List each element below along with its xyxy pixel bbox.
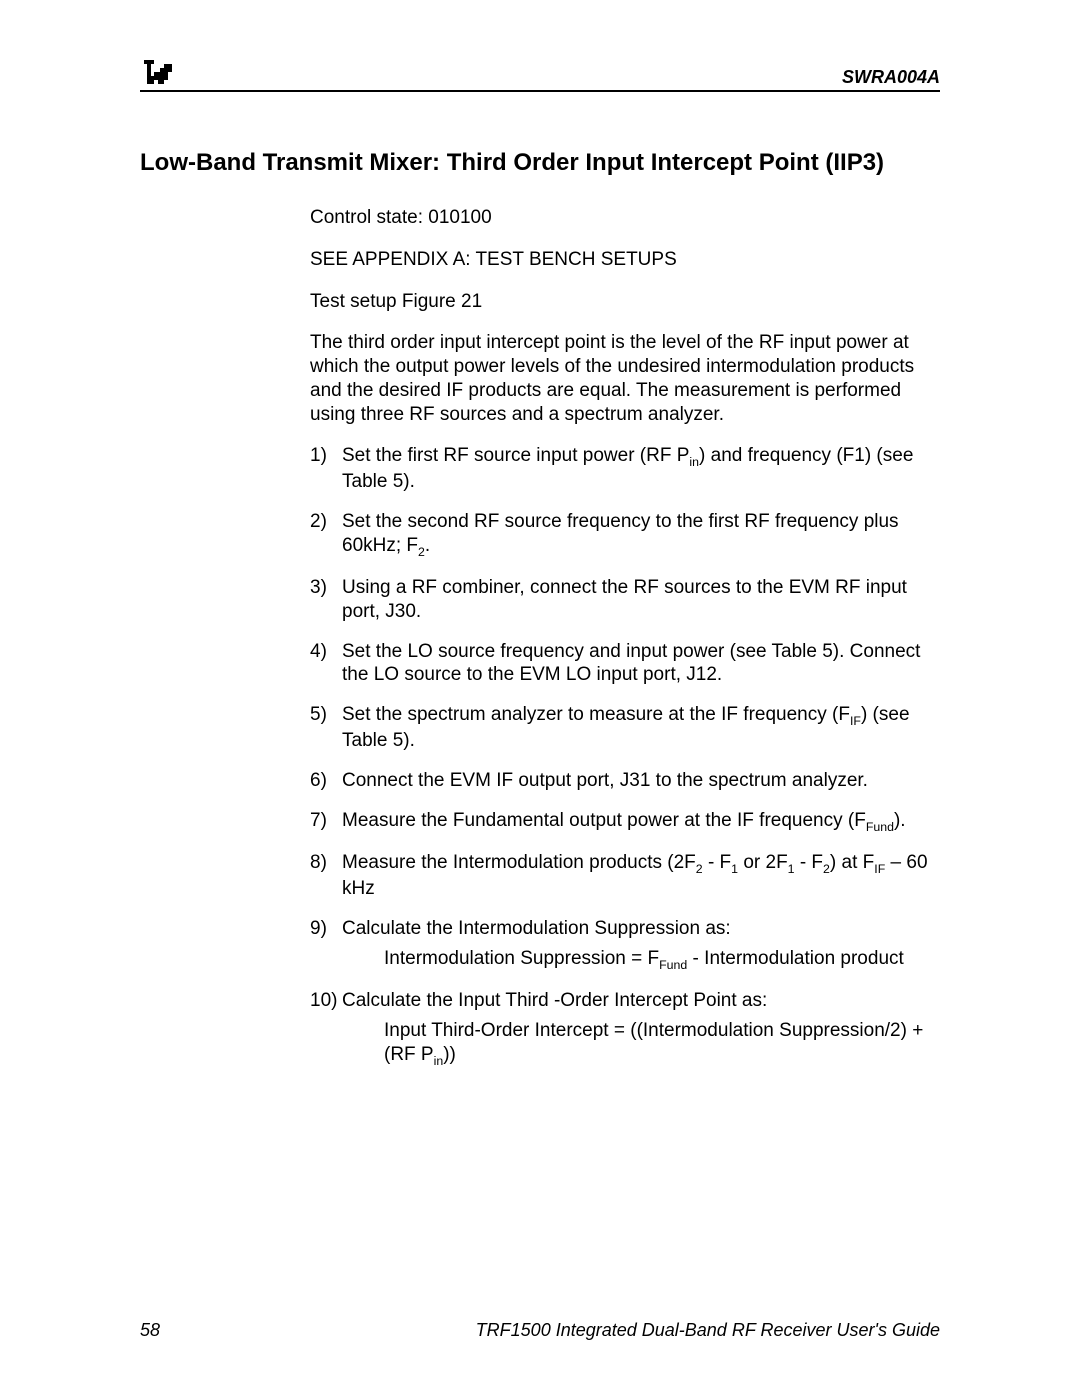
list-item: 4) Set the LO source frequency and input… (310, 640, 940, 688)
subscript: 2 (823, 862, 830, 876)
subscript: IF (874, 862, 885, 876)
text-run: Measure the Intermodulation products (2F (342, 852, 696, 873)
subscript: Fund (659, 958, 687, 972)
subscript: 1 (788, 862, 795, 876)
step-number: 8) (310, 851, 342, 901)
subscript: in (434, 1053, 444, 1067)
list-item: 1) Set the first RF source input power (… (310, 444, 940, 494)
text-run: . (425, 535, 430, 556)
text-run: Calculate the Input Third -Order Interce… (342, 990, 767, 1011)
step-text: Calculate the Intermodulation Suppressio… (342, 917, 940, 973)
step-number: 2) (310, 510, 342, 560)
page-footer: 58 TRF1500 Integrated Dual-Band RF Recei… (140, 1320, 940, 1341)
page-header: SWRA004A (140, 58, 940, 92)
equation: Input Third-Order Intercept = ((Intermod… (384, 1019, 940, 1069)
list-item: 10) Calculate the Input Third -Order Int… (310, 989, 940, 1069)
text-run: Intermodulation Suppression = F (384, 948, 659, 969)
step-number: 3) (310, 576, 342, 624)
ti-logo-icon (140, 58, 176, 88)
page: SWRA004A Low-Band Transmit Mixer: Third … (0, 0, 1080, 1397)
step-number: 6) (310, 769, 342, 793)
step-text: Set the second RF source frequency to th… (342, 510, 940, 560)
description-paragraph: The third order input intercept point is… (310, 331, 940, 426)
step-number: 1) (310, 444, 342, 494)
step-text: Connect the EVM IF output port, J31 to t… (342, 769, 940, 793)
step-text: Using a RF combiner, connect the RF sour… (342, 576, 940, 624)
step-number: 4) (310, 640, 342, 688)
text-run: )) (443, 1044, 456, 1065)
section-title: Low-Band Transmit Mixer: Third Order Inp… (140, 148, 940, 178)
list-item: 9) Calculate the Intermodulation Suppres… (310, 917, 940, 973)
list-item: 7) Measure the Fundamental output power … (310, 809, 940, 835)
subscript: Fund (866, 820, 894, 834)
text-run: Measure the Fundamental output power at … (342, 810, 866, 831)
text-run: Input Third-Order Intercept = ((Intermod… (384, 1020, 923, 1065)
text-run: ) at F (830, 852, 874, 873)
text-run: or 2F (738, 852, 788, 873)
document-number: SWRA004A (842, 67, 940, 88)
step-number: 9) (310, 917, 342, 973)
equation: Intermodulation Suppression = FFund - In… (384, 947, 940, 973)
list-item: 2) Set the second RF source frequency to… (310, 510, 940, 560)
page-number: 58 (140, 1320, 160, 1341)
step-text: Measure the Fundamental output power at … (342, 809, 940, 835)
subscript: in (689, 455, 699, 469)
appendix-line: SEE APPENDIX A: TEST BENCH SETUPS (310, 248, 940, 272)
step-text: Set the LO source frequency and input po… (342, 640, 940, 688)
subscript: 2 (696, 862, 703, 876)
step-text: Set the spectrum analyzer to measure at … (342, 703, 940, 753)
guide-title: TRF1500 Integrated Dual-Band RF Receiver… (476, 1320, 940, 1341)
text-run: Set the first RF source input power (RF … (342, 445, 689, 466)
step-number: 5) (310, 703, 342, 753)
step-text: Calculate the Input Third -Order Interce… (342, 989, 940, 1069)
text-run: Set the spectrum analyzer to measure at … (342, 704, 850, 725)
body-content: Control state: 010100 SEE APPENDIX A: TE… (310, 206, 940, 1069)
list-item: 5) Set the spectrum analyzer to measure … (310, 703, 940, 753)
subscript: 2 (418, 545, 425, 559)
control-state-line: Control state: 010100 (310, 206, 940, 230)
text-run: - Intermodulation product (687, 948, 904, 969)
test-setup-line: Test setup Figure 21 (310, 290, 940, 314)
step-number: 7) (310, 809, 342, 835)
list-item: 6) Connect the EVM IF output port, J31 t… (310, 769, 940, 793)
text-run: ). (894, 810, 906, 831)
list-item: 3) Using a RF combiner, connect the RF s… (310, 576, 940, 624)
procedure-list: 1) Set the first RF source input power (… (310, 444, 940, 1069)
text-run: Calculate the Intermodulation Suppressio… (342, 918, 731, 939)
step-text: Measure the Intermodulation products (2F… (342, 851, 940, 901)
step-text: Set the first RF source input power (RF … (342, 444, 940, 494)
subscript: IF (850, 714, 861, 728)
list-item: 8) Measure the Intermodulation products … (310, 851, 940, 901)
step-number: 10) (310, 989, 342, 1069)
text-run: - F (703, 852, 732, 873)
text-run: - F (795, 852, 824, 873)
